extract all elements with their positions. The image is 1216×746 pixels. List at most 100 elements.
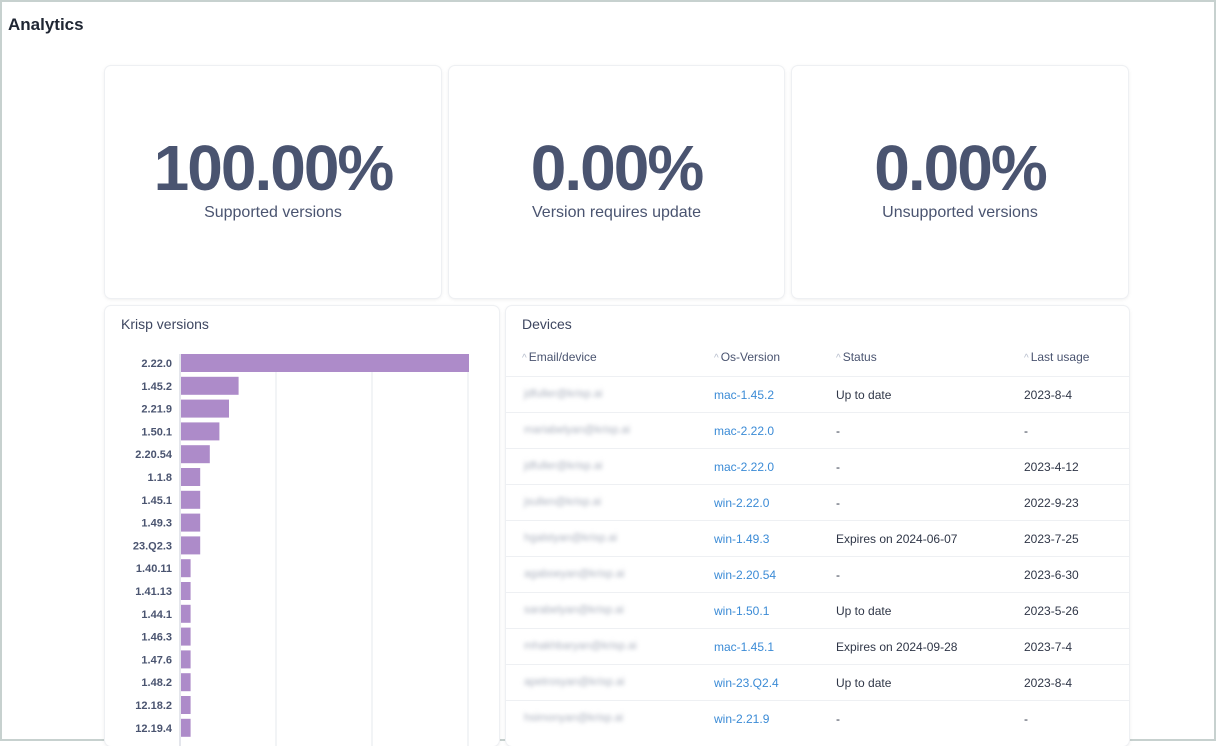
bar-2.20.54[interactable] bbox=[181, 445, 210, 464]
status-text: - bbox=[836, 496, 840, 510]
table-row[interactable]: hgalstyan@krisp.ai win-1.49.3 Expires on 2… bbox=[506, 520, 1129, 557]
stat-card-requires-update: 0.00% Version requires update bbox=[449, 66, 784, 298]
device-email: hsimonyan@krisp.ai bbox=[524, 712, 624, 724]
os-version-link[interactable]: mac-2.22.0 bbox=[714, 460, 775, 474]
category-label: 2.21.9 bbox=[141, 404, 172, 416]
category-label: 1.50.1 bbox=[141, 426, 172, 438]
category-label: 1.45.1 bbox=[141, 495, 172, 507]
status-text: Expires on 2024-09-28 bbox=[836, 640, 958, 654]
table-row[interactable]: apetrosyan@krisp.ai win-23.Q2.4 Up to date… bbox=[506, 664, 1129, 701]
bar-1.46.3[interactable] bbox=[181, 627, 191, 646]
table-row[interactable]: mariabelyan@krisp.ai mac-2.22.0 - - bbox=[506, 412, 1129, 449]
sort-icon: ^ bbox=[836, 353, 841, 364]
devices-panel: Devices ^ Email/device ^ Os-Version ^ Statu… bbox=[506, 306, 1129, 746]
versions-bar-chart: 2.22.0 1.45.2 2.21.9 1.50.1 2.20.54 1.1.8 1.45… bbox=[133, 354, 469, 746]
last-usage: 2023-7-25 bbox=[1024, 532, 1079, 546]
device-email: mhakhbaryan@krisp.ai bbox=[524, 640, 637, 652]
sort-icon: ^ bbox=[1024, 353, 1029, 364]
last-usage: 2023-8-4 bbox=[1024, 388, 1073, 402]
bar-2.22.0[interactable] bbox=[181, 354, 469, 372]
os-version-link[interactable]: mac-1.45.1 bbox=[714, 640, 775, 654]
column-header-last-usage[interactable]: ^ Last usage bbox=[1024, 350, 1090, 364]
panel-title: Krisp versions bbox=[121, 316, 209, 332]
stat-label: Version requires update bbox=[532, 204, 701, 221]
stat-card-unsupported: 0.00% Unsupported versions bbox=[792, 66, 1128, 298]
device-email: apetrosyan@krisp.ai bbox=[524, 676, 625, 688]
category-label: 2.22.0 bbox=[141, 358, 172, 370]
category-label: 1.44.1 bbox=[141, 609, 172, 621]
table-row[interactable]: mhakhbaryan@krisp.ai mac-1.45.1 Expires on… bbox=[506, 628, 1129, 665]
last-usage: - bbox=[1024, 712, 1028, 726]
column-header-email[interactable]: ^ Email/device bbox=[522, 350, 597, 364]
stat-card-supported: 100.00% Supported versions bbox=[105, 66, 441, 298]
device-email: jsullen@krisp.ai bbox=[524, 496, 602, 508]
bar-23.Q2.3[interactable] bbox=[181, 536, 201, 555]
last-usage: 2023-4-12 bbox=[1024, 460, 1079, 474]
stat-label: Unsupported versions bbox=[882, 204, 1038, 221]
bar-1.1.8[interactable] bbox=[181, 468, 201, 486]
column-header-os-version[interactable]: ^ Os-Version bbox=[714, 350, 781, 364]
status-text: Up to date bbox=[836, 604, 892, 618]
bar-1.49.3[interactable] bbox=[181, 513, 201, 532]
table-row[interactable]: jdfuller@krisp.ai mac-1.45.2 Up to date 202… bbox=[506, 376, 1129, 413]
stat-value: 0.00% bbox=[530, 132, 704, 204]
bar-1.45.2[interactable] bbox=[181, 376, 239, 395]
device-email: hgalstyan@krisp.ai bbox=[524, 532, 618, 544]
last-usage: - bbox=[1024, 424, 1028, 438]
last-usage: 2023-5-26 bbox=[1024, 604, 1079, 618]
os-version-link[interactable]: win-1.49.3 bbox=[714, 532, 770, 546]
table-row[interactable]: jdfuller@krisp.ai mac-2.22.0 - 2023-4-12 bbox=[506, 448, 1129, 485]
bar-1.40.11[interactable] bbox=[181, 559, 191, 578]
table-row[interactable]: sarabelyan@krisp.ai win-1.50.1 Up to date 2… bbox=[506, 592, 1129, 629]
last-usage: 2023-6-30 bbox=[1024, 568, 1079, 582]
status-text: - bbox=[836, 424, 840, 438]
device-email: jdfuller@krisp.ai bbox=[524, 460, 603, 472]
bar-2.21.9[interactable] bbox=[181, 399, 229, 418]
krisp-versions-panel: Krisp versions 2.22.0 1.45.2 2.21.9 1.50.1 2… bbox=[105, 306, 499, 746]
bar-1.48.2[interactable] bbox=[181, 673, 191, 692]
stat-value: 0.00% bbox=[874, 132, 1047, 204]
status-text: Expires on 2024-06-07 bbox=[836, 532, 958, 546]
category-label: 1.40.11 bbox=[136, 563, 172, 575]
bar-1.50.1[interactable] bbox=[181, 422, 220, 441]
category-label: 1.49.3 bbox=[141, 518, 172, 530]
status-text: - bbox=[836, 568, 840, 582]
table-row[interactable]: agaboeyan@krisp.ai win-2.20.54 - 2023-6-30 bbox=[506, 556, 1129, 593]
os-version-link[interactable]: mac-2.22.0 bbox=[714, 424, 775, 438]
table-row[interactable]: jsullen@krisp.ai win-2.22.0 - 2022-9-23 bbox=[506, 484, 1129, 521]
bar-12.19.4[interactable] bbox=[181, 718, 191, 737]
device-email: mariabelyan@krisp.ai bbox=[524, 424, 630, 436]
bar-1.41.13[interactable] bbox=[181, 582, 191, 600]
sort-icon: ^ bbox=[522, 353, 527, 364]
bar-12.18.2[interactable] bbox=[181, 696, 191, 714]
category-label: 1.48.2 bbox=[141, 677, 172, 689]
status-text: - bbox=[836, 460, 840, 474]
category-label: 1.45.2 bbox=[141, 381, 172, 393]
category-label: 23.Q2.3 bbox=[133, 540, 172, 552]
device-email: sarabelyan@krisp.ai bbox=[524, 604, 624, 616]
category-label: 1.46.3 bbox=[141, 632, 172, 644]
column-header-status[interactable]: ^ Status bbox=[836, 350, 877, 364]
category-label: 1.47.6 bbox=[141, 654, 172, 666]
os-version-link[interactable]: win-1.50.1 bbox=[714, 604, 770, 618]
bar-1.44.1[interactable] bbox=[181, 604, 191, 623]
last-usage: 2023-8-4 bbox=[1024, 676, 1073, 690]
os-version-link[interactable]: win-2.22.0 bbox=[714, 496, 770, 510]
os-version-link[interactable]: win-23.Q2.4 bbox=[714, 676, 779, 690]
category-label: 12.18.2 bbox=[135, 700, 172, 712]
stat-label: Supported versions bbox=[204, 204, 342, 221]
os-version-link[interactable]: win-2.20.54 bbox=[714, 568, 777, 582]
os-version-link[interactable]: mac-1.45.2 bbox=[714, 388, 775, 402]
last-usage: 2022-9-23 bbox=[1024, 496, 1079, 510]
category-label: 2.20.54 bbox=[135, 449, 173, 461]
table-row[interactable]: hsimonyan@krisp.ai win-2.21.9 - - bbox=[506, 700, 1129, 737]
status-text: Up to date bbox=[836, 676, 892, 690]
bar-1.47.6[interactable] bbox=[181, 650, 191, 669]
sort-icon: ^ bbox=[714, 353, 719, 364]
page-title: Analytics bbox=[8, 15, 84, 34]
os-version-link[interactable]: win-2.21.9 bbox=[714, 712, 770, 726]
category-label: 1.1.8 bbox=[148, 472, 172, 484]
panel-title: Devices bbox=[522, 316, 572, 332]
bar-1.45.1[interactable] bbox=[181, 490, 201, 509]
category-label: 1.41.13 bbox=[135, 586, 172, 598]
